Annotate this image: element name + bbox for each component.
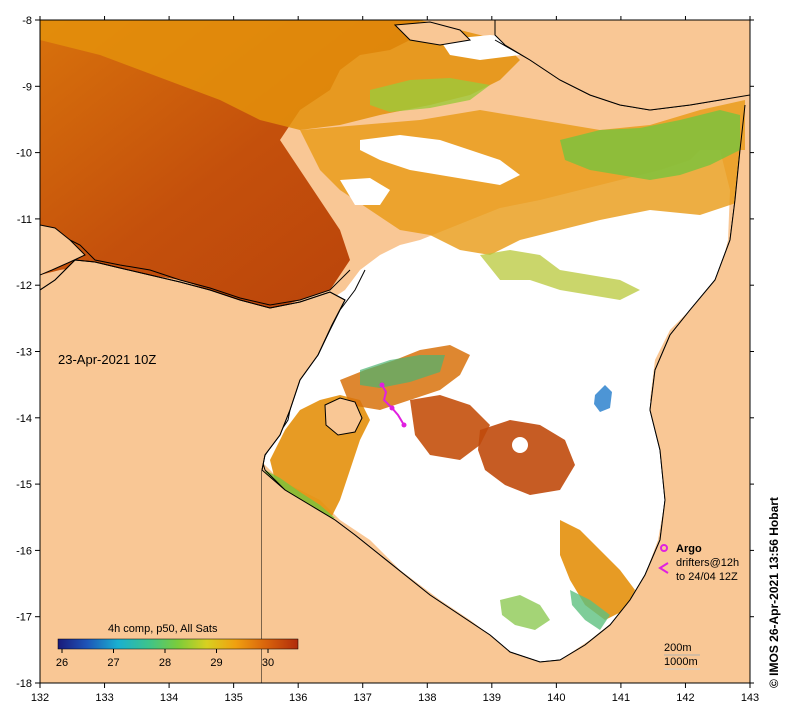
lat-tick-label: -15 [16,479,32,491]
lon-tick-label: 132 [31,692,49,704]
cloud-gap-2 [340,178,390,205]
contour-legend: 200m 1000m [664,642,700,670]
gulf-of-carpentaria [262,150,730,662]
lat-tick-label: -14 [16,413,32,425]
date-label: 23-Apr-2021 10Z [58,352,156,367]
west-coastline-redraw [40,259,346,471]
drifter-arrow-icon [658,562,669,574]
lon-tick-label: 135 [224,692,242,704]
argo-marker-icon [660,544,668,552]
lon-tick-label: 140 [547,692,565,704]
lat-tick-label: -11 [17,214,32,226]
lat-tick-label: -13 [16,347,32,359]
colorbar-tick-label: 30 [262,657,274,669]
north-east-green-patch [560,110,740,180]
colorbar-ticks: 26 27 28 29 30 [56,649,274,669]
colorbar-title: 4h comp, p50, All Sats [108,623,218,635]
lat-tick-label: -10 [16,148,32,160]
east-blue-patch [594,385,612,412]
east-coast-green [570,590,610,630]
south-coastline-redraw [261,149,741,663]
lon-tick-label: 134 [160,692,178,704]
drifter-tracks [379,382,407,428]
west-island-green [360,355,445,388]
latitude-axis: -8 -9 -10 -11 -12 -13 -14 -15 -16 -17 -18 [16,15,754,690]
lon-tick-label: 133 [95,692,113,704]
south-green-patches [500,595,550,630]
east-coast-sst [560,520,635,620]
lon-tick-label: 142 [676,692,694,704]
colorbar-tick-label: 29 [210,657,222,669]
south-land [262,150,750,683]
land-north-west [40,224,86,276]
drifter-legend: Argo drifters@12h to 24/04 12Z [658,543,739,583]
lat-tick-label: -12 [16,280,32,292]
lon-tick-label: 139 [483,692,501,704]
central-gap [512,437,528,453]
central-warm-blob-2 [478,420,575,495]
lat-tick-label: -9 [22,81,32,93]
lat-tick-label: -18 [16,678,32,690]
lat-tick-label: -17 [16,612,32,624]
drifters-range: to 24/04 12Z [676,571,738,583]
arnhem-coastline [40,229,351,306]
lon-tick-label: 138 [418,692,436,704]
north-green-patch-3 [480,250,640,300]
colorbar: 4h comp, p50, All Sats 26 27 28 29 30 [56,623,299,669]
contour-200-label: 200m [664,642,692,654]
lat-tick-label: -8 [22,15,32,27]
lat-tick-label: -16 [16,545,32,557]
lon-tick-label: 141 [612,692,630,704]
drifters-label: drifters@12h [676,557,739,569]
longitude-axis: 132 133 134 135 136 137 138 139 140 141 142 143 [31,16,759,704]
lon-tick-label: 143 [741,692,759,704]
central-warm-blob-1 [410,395,490,460]
groote-eylandt [324,397,363,436]
north-green-patch-2 [370,78,490,112]
cloud-gap-1 [360,135,520,185]
colorbar-tick-label: 28 [159,657,171,669]
credit-text: © IMOS 26-Apr-2021 13:56 Hobart [767,497,781,688]
wellesley-islands [393,21,472,46]
cape-york-land [494,20,750,111]
colorbar-gradient [57,638,299,650]
lon-tick-label: 136 [289,692,307,704]
contour-1000-label: 1000m [664,656,698,668]
colorbar-tick-label: 27 [107,657,119,669]
argo-label: Argo [676,543,702,555]
lon-tick-label: 137 [354,692,372,704]
colorbar-tick-label: 26 [56,657,68,669]
